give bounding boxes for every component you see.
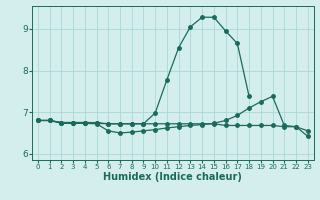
- X-axis label: Humidex (Indice chaleur): Humidex (Indice chaleur): [103, 172, 242, 182]
